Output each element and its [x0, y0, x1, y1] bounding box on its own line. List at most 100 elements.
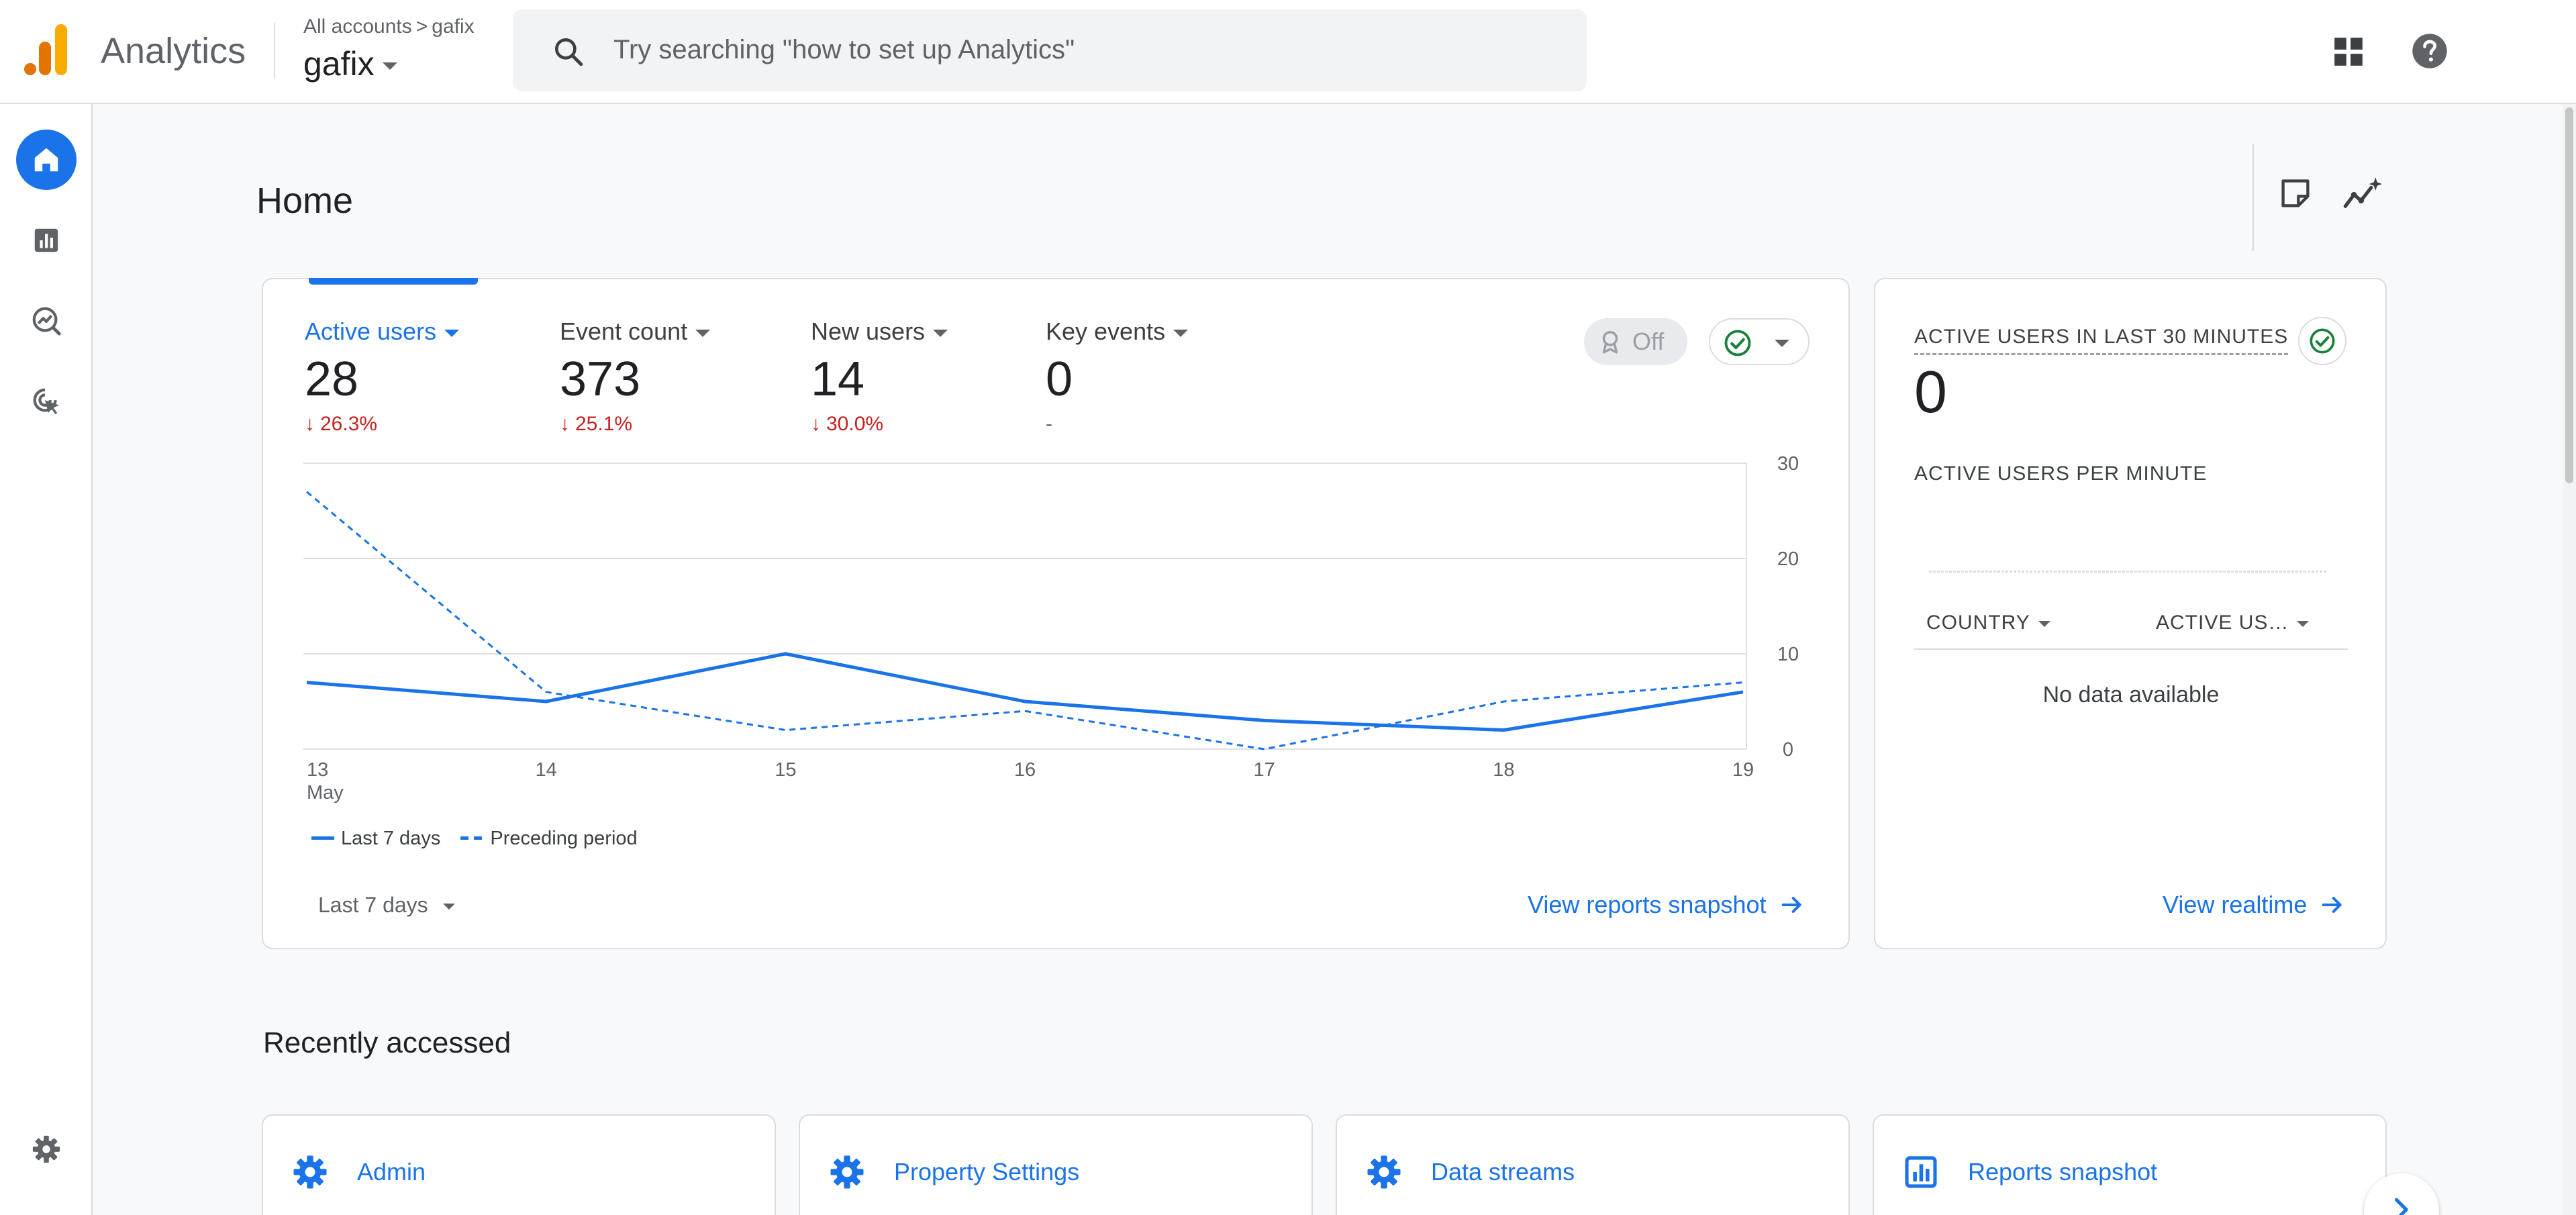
- view-realtime-link[interactable]: View realtime: [2163, 889, 2346, 921]
- view-reports-snapshot-link[interactable]: View reports snapshot: [1528, 889, 1805, 921]
- x-tick-label: 16: [1014, 759, 1036, 781]
- recently-accessed-title: Recently accessed: [263, 1026, 511, 1059]
- metric-value: 14: [811, 352, 865, 406]
- chevron-right-icon: >: [415, 15, 428, 38]
- chevron-down-icon: [1173, 329, 1189, 337]
- analytics-logo-icon[interactable]: [24, 24, 70, 75]
- realtime-table-header: COUNTRY ACTIVE US…: [1914, 608, 2348, 650]
- empty-state-text: No data available: [2042, 682, 2220, 708]
- chevron-right-icon: [2394, 1198, 2408, 1215]
- x-tick-label: 14: [536, 759, 557, 781]
- legend-item-last-7-days[interactable]: Last 7 days: [311, 825, 440, 852]
- nav-explore[interactable]: [16, 291, 77, 351]
- realtime-value: 0: [1914, 358, 1947, 425]
- metric-label: Active users: [305, 318, 437, 345]
- search-bar[interactable]: [513, 9, 1587, 91]
- y-tick-label: 0: [1783, 739, 1793, 761]
- x-tick-label: 15: [775, 759, 796, 781]
- x-tick-label: 19: [1732, 759, 1754, 781]
- page-scrollbar-thumb[interactable]: [2565, 107, 2573, 483]
- recent-card-data-streams[interactable]: Data streams: [1336, 1114, 1850, 1215]
- metric-tab-event-count[interactable]: Event count 373 ↓ 25.1%: [560, 317, 711, 438]
- title-divider: [274, 23, 275, 78]
- property-name: gafix: [303, 45, 375, 83]
- realtime-title[interactable]: ACTIVE USERS IN LAST 30 MINUTES: [1914, 324, 2289, 355]
- column-label: COUNTRY: [1926, 612, 2030, 634]
- breadcrumb-account[interactable]: gafix: [432, 15, 475, 38]
- metric-tab-active-users[interactable]: Active users 28 ↓ 26.3%: [305, 317, 460, 438]
- reports-icon: [34, 228, 58, 252]
- arrow-right-icon: [2322, 897, 2342, 913]
- series-line-preceding-period: [306, 491, 1744, 750]
- notes-icon[interactable]: [2278, 176, 2313, 211]
- product-name[interactable]: Analytics: [101, 31, 246, 71]
- realtime-status-button[interactable]: [2298, 317, 2346, 365]
- gear-icon: [830, 1155, 864, 1189]
- recent-item-name: Admin: [357, 1158, 426, 1185]
- chevron-down-icon: [2297, 620, 2310, 627]
- anomaly-toggle-label: Off: [1632, 328, 1665, 355]
- trend-line-chart: 0 10 20 30 13 14 15 16 17 18 19 May: [303, 453, 1799, 804]
- column-country-dropdown[interactable]: COUNTRY: [1926, 608, 2050, 638]
- compare-status-chip[interactable]: [1709, 318, 1810, 365]
- date-range-picker[interactable]: Last 7 days: [318, 890, 455, 920]
- column-active-users-dropdown[interactable]: ACTIVE US…: [2156, 608, 2310, 638]
- recent-item-name: Property Settings: [894, 1158, 1080, 1185]
- summary-card: Active users 28 ↓ 26.3% Event count 373 ↓…: [262, 278, 1850, 949]
- reports-icon: [1905, 1156, 1937, 1188]
- chevron-down-icon: [933, 329, 948, 337]
- chevron-down-icon: [1775, 340, 1789, 347]
- legend-item-preceding-period[interactable]: Preceding period: [460, 825, 638, 852]
- header-divider: [2252, 144, 2254, 251]
- metric-change: -: [1046, 411, 1188, 438]
- recent-card-property-settings[interactable]: Property Settings: [799, 1114, 1313, 1215]
- metric-label: New users: [811, 318, 926, 345]
- search-input[interactable]: [613, 28, 1553, 71]
- anomaly-toggle-chip[interactable]: Off: [1584, 318, 1687, 365]
- apps-grid-icon[interactable]: [2332, 35, 2365, 68]
- x-tick-label: 13: [307, 759, 328, 781]
- link-label: View reports snapshot: [1528, 891, 1767, 918]
- metric-change-value: 26.3%: [320, 413, 378, 435]
- breadcrumb-all-accounts[interactable]: All accounts: [303, 15, 412, 38]
- chevron-down-icon: [382, 62, 397, 70]
- metric-tab-new-users[interactable]: New users 14 ↓ 30.0%: [811, 317, 948, 438]
- metric-tab-key-events[interactable]: Key events 0 -: [1046, 317, 1189, 438]
- property-picker[interactable]: gafix: [303, 42, 397, 86]
- check-circle-icon: [1724, 330, 1751, 356]
- metric-change: ↓ 30.0%: [811, 411, 948, 438]
- nav-advertising[interactable]: [16, 371, 77, 432]
- gear-icon: [293, 1155, 327, 1189]
- help-icon[interactable]: [2411, 32, 2448, 70]
- breadcrumb[interactable]: All accounts > gafix: [303, 15, 475, 39]
- link-label: View realtime: [2163, 891, 2308, 918]
- series-line-last-7-days: [306, 652, 1744, 732]
- realtime-card: ACTIVE USERS IN LAST 30 MINUTES 0 ACTIVE…: [1874, 278, 2387, 949]
- check-circle-icon: [2310, 328, 2335, 354]
- metric-value: 28: [305, 352, 359, 406]
- home-icon: [34, 148, 58, 172]
- arrow-right-icon: [1781, 897, 1801, 913]
- gear-icon: [1367, 1155, 1401, 1189]
- legend-swatch-solid: [311, 836, 334, 840]
- nav-reports[interactable]: [16, 210, 77, 271]
- nav-home[interactable]: [16, 130, 77, 190]
- recent-card-admin[interactable]: Admin: [262, 1114, 776, 1215]
- metric-change-value: 30.0%: [826, 413, 884, 435]
- recent-item-name: Data streams: [1431, 1158, 1575, 1185]
- recent-card-reports-snapshot[interactable]: Reports snapshot: [1873, 1114, 2387, 1215]
- nav-admin-settings[interactable]: [16, 1119, 77, 1179]
- metric-change: ↓ 26.3%: [305, 411, 459, 438]
- y-tick-label: 30: [1777, 453, 1799, 475]
- legend-label: Preceding period: [490, 827, 638, 849]
- settings-icon: [32, 1135, 60, 1163]
- arrow-down-icon: ↓: [811, 413, 821, 435]
- insights-icon[interactable]: [2342, 175, 2383, 212]
- chevron-down-icon: [444, 329, 460, 337]
- chevron-down-icon: [442, 904, 455, 910]
- search-icon: [555, 38, 583, 66]
- metric-value: 373: [560, 352, 641, 406]
- ribbon-icon: [1602, 331, 1618, 354]
- left-nav-rail: [0, 104, 93, 1215]
- explore-icon: [32, 307, 61, 336]
